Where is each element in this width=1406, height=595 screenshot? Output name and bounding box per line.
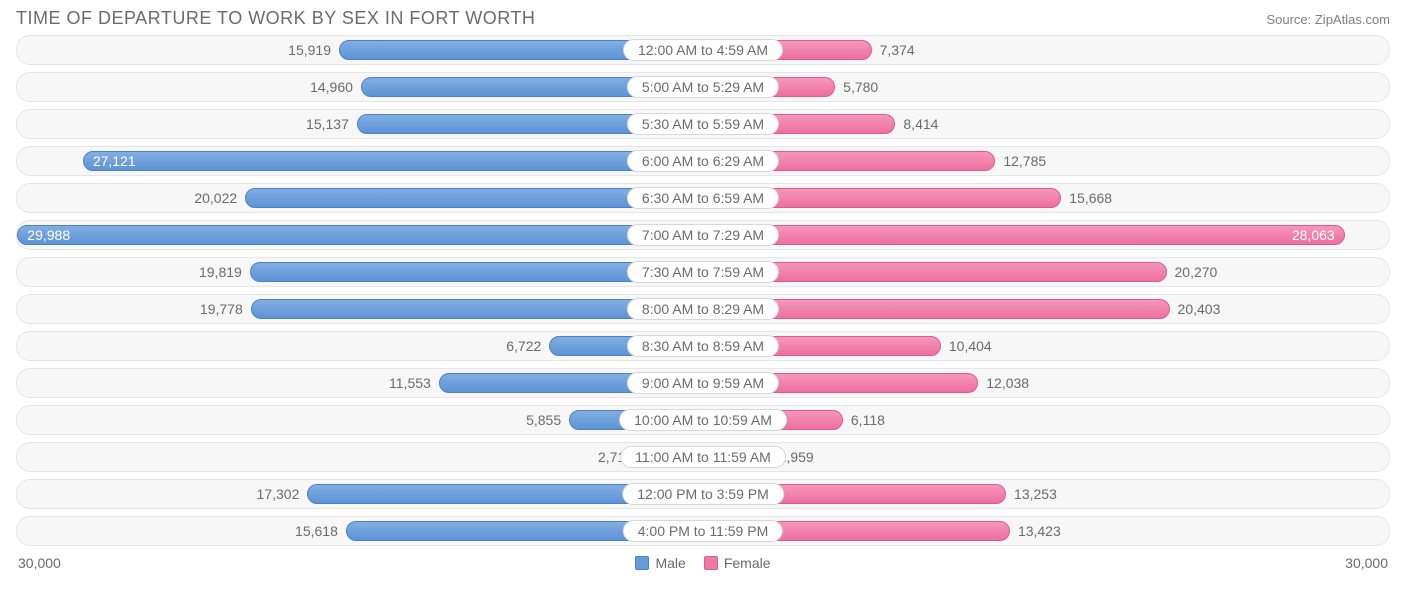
female-value: 5,780: [843, 73, 878, 101]
category-label: 9:00 AM to 9:59 AM: [627, 372, 779, 394]
female-value: 20,403: [1178, 295, 1221, 323]
category-label: 12:00 PM to 3:59 PM: [622, 483, 784, 505]
female-value: 10,404: [949, 332, 992, 360]
chart-row: 19,778 20,403 8:00 AM to 8:29 AM: [16, 294, 1390, 324]
female-value: 7,374: [880, 36, 915, 64]
male-value: 27,121: [93, 147, 136, 175]
axis-max-left: 30,000: [18, 555, 61, 571]
chart-row: 19,819 20,270 7:30 AM to 7:59 AM: [16, 257, 1390, 287]
chart-row: 5,855 6,118 10:00 AM to 10:59 AM: [16, 405, 1390, 435]
chart-row: 27,121 12,785 6:00 AM to 6:29 AM: [16, 146, 1390, 176]
category-label: 6:30 AM to 6:59 AM: [627, 187, 779, 209]
chart-row: 11,553 12,038 9:00 AM to 9:59 AM: [16, 368, 1390, 398]
category-label: 8:00 AM to 8:29 AM: [627, 298, 779, 320]
male-value: 14,960: [310, 73, 353, 101]
chart-row: 20,022 15,668 6:30 AM to 6:59 AM: [16, 183, 1390, 213]
category-label: 11:00 AM to 11:59 AM: [620, 446, 786, 468]
category-label: 5:30 AM to 5:59 AM: [627, 113, 779, 135]
category-label: 6:00 AM to 6:29 AM: [627, 150, 779, 172]
female-value: 13,423: [1018, 517, 1061, 545]
legend-male-label: Male: [655, 555, 685, 571]
male-value: 11,553: [389, 369, 431, 397]
chart-row: 15,618 13,423 4:00 PM to 11:59 PM: [16, 516, 1390, 546]
male-value: 15,618: [295, 517, 338, 545]
female-value: 12,038: [986, 369, 1029, 397]
legend-female: Female: [704, 555, 771, 571]
category-label: 8:30 AM to 8:59 AM: [627, 335, 779, 357]
female-value: 28,063: [1292, 221, 1335, 249]
diverging-bar-chart: 15,919 7,374 12:00 AM to 4:59 AM 14,960 5,78…: [10, 35, 1396, 546]
female-swatch: [704, 556, 718, 570]
legend-female-label: Female: [724, 555, 771, 571]
female-value: 8,414: [903, 110, 938, 138]
category-label: 7:00 AM to 7:29 AM: [627, 224, 779, 246]
male-bar: [17, 225, 703, 245]
category-label: 10:00 AM to 10:59 AM: [619, 409, 787, 431]
female-value: 20,270: [1175, 258, 1218, 286]
male-value: 20,022: [194, 184, 237, 212]
chart-row: 15,137 8,414 5:30 AM to 5:59 AM: [16, 109, 1390, 139]
female-value: 6,118: [851, 406, 885, 434]
male-value: 6,722: [506, 332, 541, 360]
axis-max-right: 30,000: [1345, 555, 1388, 571]
chart-row: 2,7122,95911:00 AM to 11:59 AM: [16, 442, 1390, 472]
female-value: 12,785: [1003, 147, 1046, 175]
chart-row: 14,960 5,780 5:00 AM to 5:29 AM: [16, 72, 1390, 102]
female-value: 15,668: [1069, 184, 1112, 212]
category-label: 7:30 AM to 7:59 AM: [627, 261, 779, 283]
legend: Male Female: [635, 555, 770, 571]
male-value: 29,988: [27, 221, 70, 249]
female-value: 13,253: [1014, 480, 1057, 508]
male-value: 19,819: [199, 258, 242, 286]
chart-row: 29,988 28,063 7:00 AM to 7:29 AM: [16, 220, 1390, 250]
chart-source: Source: ZipAtlas.com: [1266, 12, 1390, 27]
chart-row: 17,302 13,253 12:00 PM to 3:59 PM: [16, 479, 1390, 509]
female-bar: [703, 225, 1345, 245]
chart-title: TIME OF DEPARTURE TO WORK BY SEX IN FORT…: [16, 8, 535, 29]
male-bar: [83, 151, 703, 171]
category-label: 5:00 AM to 5:29 AM: [627, 76, 779, 98]
male-value: 17,302: [257, 480, 300, 508]
male-value: 15,919: [288, 36, 331, 64]
male-value: 19,778: [200, 295, 243, 323]
male-swatch: [635, 556, 649, 570]
legend-male: Male: [635, 555, 685, 571]
male-value: 15,137: [306, 110, 349, 138]
category-label: 12:00 AM to 4:59 AM: [623, 39, 783, 61]
chart-row: 15,919 7,374 12:00 AM to 4:59 AM: [16, 35, 1390, 65]
male-value: 5,855: [526, 406, 561, 434]
chart-row: 6,722 10,404 8:30 AM to 8:59 AM: [16, 331, 1390, 361]
category-label: 4:00 PM to 11:59 PM: [623, 520, 783, 542]
